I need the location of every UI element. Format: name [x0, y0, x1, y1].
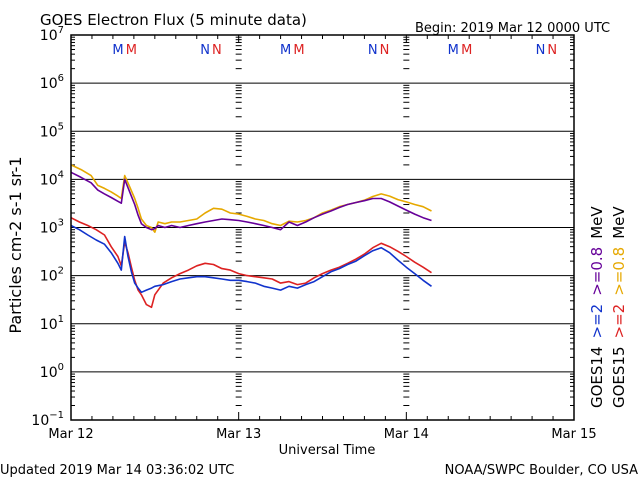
day-boundary-ticks: [70, 35, 575, 420]
series-line-1: [70, 171, 432, 231]
y-tick-label-1e1: 101: [40, 314, 64, 333]
plot-grid: [71, 36, 574, 407]
x-tick-label: Mar 14: [384, 427, 429, 442]
x-tick-label: Mar 15: [551, 427, 596, 442]
marker-n-3: N: [212, 43, 222, 58]
begin-timestamp: Begin: 2019 Mar 12 0000 UTC: [415, 21, 610, 36]
credit-label: NOAA/SWPC Boulder, CO USA: [445, 463, 638, 478]
legend-text: >=0.8: [588, 247, 606, 296]
y-tick-label-1e5: 105: [40, 121, 64, 140]
y-tick-label-1e4: 104: [40, 169, 64, 188]
plot-frame: [70, 34, 575, 421]
x-tick-label: Mar 13: [216, 427, 261, 442]
legend-entry-1: GOES15 >=2 >=0.8 MeV: [610, 206, 628, 408]
marker-m-5: M: [293, 43, 304, 58]
marker-n-6: N: [368, 43, 378, 58]
y-tick-label-1e-1: 10−1: [31, 410, 64, 429]
legend-text: MeV: [588, 206, 606, 239]
marker-n-2: N: [200, 43, 210, 58]
marker-n-11: N: [547, 43, 557, 58]
marker-m-9: M: [461, 43, 472, 58]
series-layer: [70, 164, 432, 309]
legend-text: GOES14: [588, 346, 606, 408]
y-axis-title: Particles cm-2 s-1 sr-1: [6, 156, 25, 333]
x-tick-label: Mar 12: [48, 427, 93, 442]
series-line-3: [70, 224, 432, 294]
y-tick-label-1e0: 100: [40, 362, 64, 381]
x-axis-title: Universal Time: [279, 443, 376, 458]
updated-timestamp: Updated 2019 Mar 14 03:36:02 UTC: [0, 463, 234, 478]
legend-text: GOES15: [610, 346, 628, 408]
legend-text: >=2: [588, 304, 606, 339]
y-tick-label-1e3: 103: [40, 218, 64, 237]
x-axis-labels: Mar 12 Mar 13 Mar 14 Mar 15: [48, 427, 596, 442]
y-tick-label-1e6: 106: [40, 73, 64, 92]
marker-n-7: N: [380, 43, 390, 58]
y-axis-labels: 107 106 105 104 103 102 101 100 10−1: [31, 25, 64, 429]
marker-m-0: M: [112, 43, 123, 58]
legend-text: >=0.8: [610, 247, 628, 296]
marker-n-10: N: [536, 43, 546, 58]
series-line-2: [70, 216, 432, 309]
marker-m-4: M: [280, 43, 291, 58]
y-tick-label-1e2: 102: [40, 266, 64, 285]
marker-m-1: M: [126, 43, 137, 58]
chart-title: GOES Electron Flux (5 minute data): [40, 11, 307, 29]
marker-m-8: M: [448, 43, 459, 58]
y-tick-label-1e7: 107: [40, 25, 64, 44]
legend-entry-0: GOES14 >=2 >=0.8 MeV: [588, 206, 606, 408]
legend-text: >=2: [610, 304, 628, 339]
legend-text: MeV: [610, 206, 628, 239]
